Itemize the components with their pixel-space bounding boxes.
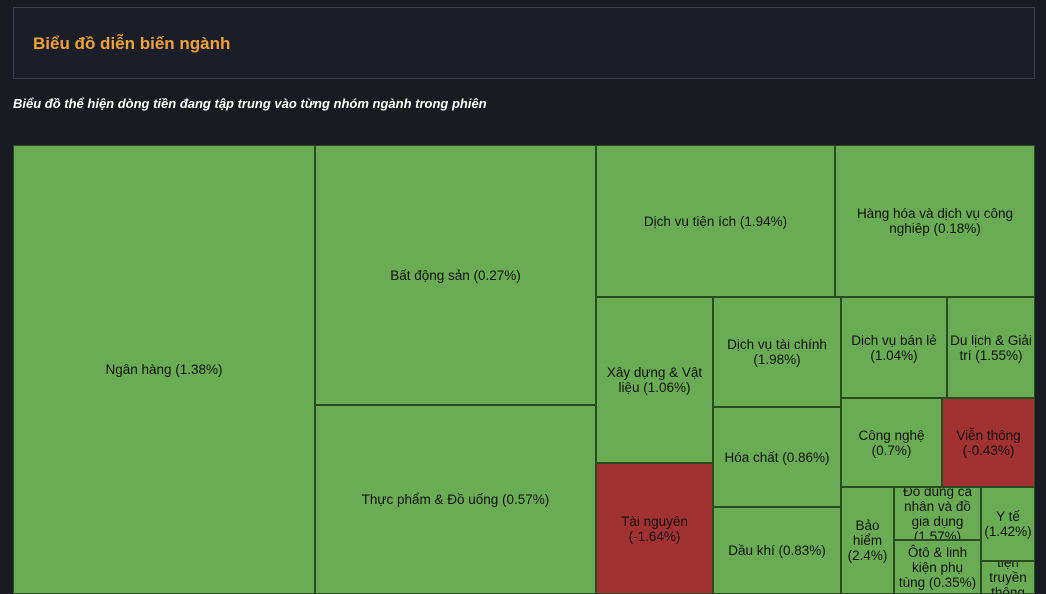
treemap-cell-label: Dịch vụ tiện ích (1.94%) bbox=[643, 213, 788, 229]
treemap-cell[interactable]: Viễn thông (-0.43%) bbox=[942, 398, 1035, 487]
treemap-cell-label: Dầu khí (0.83%) bbox=[728, 543, 826, 558]
treemap-cell[interactable]: Ngân hàng (1.38%) bbox=[13, 145, 315, 594]
treemap-cell[interactable]: Ôtô & linh kiện phụ tùng (0.35%) bbox=[894, 540, 981, 594]
treemap-cell-label: Dịch vụ bán lẻ (1.04%) bbox=[851, 332, 937, 363]
treemap-cell-label: tiện truyền thông bbox=[989, 561, 1027, 594]
treemap-cell-label: Ngân hàng (1.38%) bbox=[105, 362, 223, 377]
treemap-cell-label: Tài nguyên (-1.64%) bbox=[621, 513, 688, 544]
treemap-cell[interactable]: Xây dựng & Vật liệu (1.06%) bbox=[596, 297, 713, 463]
treemap-cell[interactable]: Bất động sản (0.27%) bbox=[315, 145, 596, 405]
treemap-cell-label: Ôtô & linh kiện phụ tùng (0.35%) bbox=[898, 544, 977, 590]
treemap-cell-label: Thực phẩm & Đồ uống (0.57%) bbox=[361, 492, 550, 507]
treemap-cell[interactable]: Tài nguyên (-1.64%) bbox=[596, 463, 713, 594]
chart-subtitle: Biểu đồ thể hiện dòng tiền đang tập trun… bbox=[13, 96, 487, 111]
treemap-cell-label: Viễn thông (-0.43%) bbox=[956, 427, 1021, 458]
sector-treemap: Ngân hàng (1.38%) Bất động sản (0.27%) Thự… bbox=[13, 145, 1035, 594]
treemap-cell[interactable]: Dịch vụ tiện ích (1.94%) bbox=[596, 145, 835, 297]
treemap-cell-label: Du lịch & Giải trí (1.55%) bbox=[950, 332, 1032, 363]
treemap-cell[interactable]: Thực phẩm & Đồ uống (0.57%) bbox=[315, 405, 596, 594]
treemap-cell[interactable]: Dầu khí (0.83%) bbox=[713, 507, 841, 594]
treemap-cell-label: Hàng hóa và dịch vụ công nghiệp (0.18%) bbox=[856, 206, 1014, 236]
treemap-cell[interactable]: Bảo hiểm (2.4%) bbox=[841, 487, 894, 594]
treemap-cell-label: Y tế (1.42%) bbox=[984, 509, 1032, 539]
treemap-cell-label: Đồ dùng cá nhân và đồ gia dụng (1.57%) bbox=[902, 487, 973, 540]
treemap-cell[interactable]: Hóa chất (0.86%) bbox=[713, 407, 841, 507]
chart-title: Biểu đồ diễn biến ngành bbox=[33, 34, 231, 53]
treemap-cell[interactable]: Du lịch & Giải trí (1.55%) bbox=[947, 297, 1035, 398]
treemap-cell-label: Dịch vụ tài chính (1.98%) bbox=[727, 337, 827, 367]
treemap-cell-label: Hóa chất (0.86%) bbox=[724, 449, 830, 465]
treemap-cell-label: Bất động sản (0.27%) bbox=[390, 267, 521, 283]
treemap-cell[interactable]: tiện truyền thông bbox=[981, 561, 1035, 594]
treemap-cell-label: Bảo hiểm (2.4%) bbox=[847, 518, 888, 563]
treemap-cell[interactable]: Đồ dùng cá nhân và đồ gia dụng (1.57%) bbox=[894, 487, 981, 540]
treemap-cell[interactable]: Dịch vụ tài chính (1.98%) bbox=[713, 297, 841, 407]
treemap-cell[interactable]: Công nghệ (0.7%) bbox=[841, 398, 942, 487]
treemap-cell-label: Công nghệ (0.7%) bbox=[858, 427, 925, 458]
treemap-cell-label: Xây dựng & Vật liệu (1.06%) bbox=[606, 365, 703, 395]
treemap-cell[interactable]: Hàng hóa và dịch vụ công nghiệp (0.18%) bbox=[835, 145, 1035, 297]
treemap-cell[interactable]: Y tế (1.42%) bbox=[981, 487, 1035, 561]
treemap-cell[interactable]: Dịch vụ bán lẻ (1.04%) bbox=[841, 297, 947, 398]
chart-header: Biểu đồ diễn biến ngành bbox=[13, 7, 1035, 79]
